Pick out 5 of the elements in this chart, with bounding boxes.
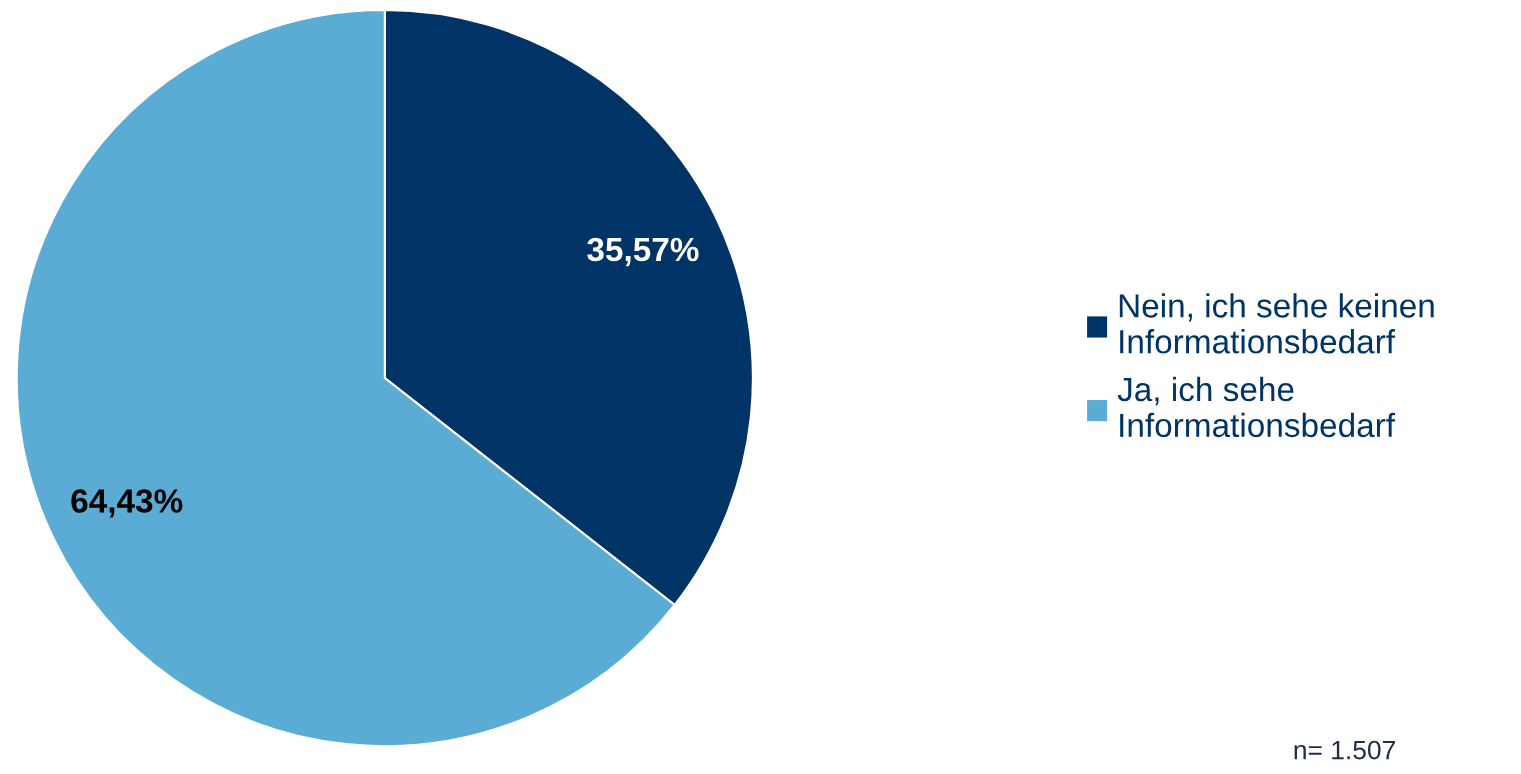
data-label: 35,57% <box>587 237 699 267</box>
legend-label: Ja, ich sehe Informationsbedarf <box>1117 376 1396 438</box>
text: n= 1.507 <box>1294 740 1395 760</box>
data-label: 64,43% <box>71 489 183 518</box>
legend-label: Nein, ich sehe keinen Informationsbedarf <box>1119 293 1434 354</box>
